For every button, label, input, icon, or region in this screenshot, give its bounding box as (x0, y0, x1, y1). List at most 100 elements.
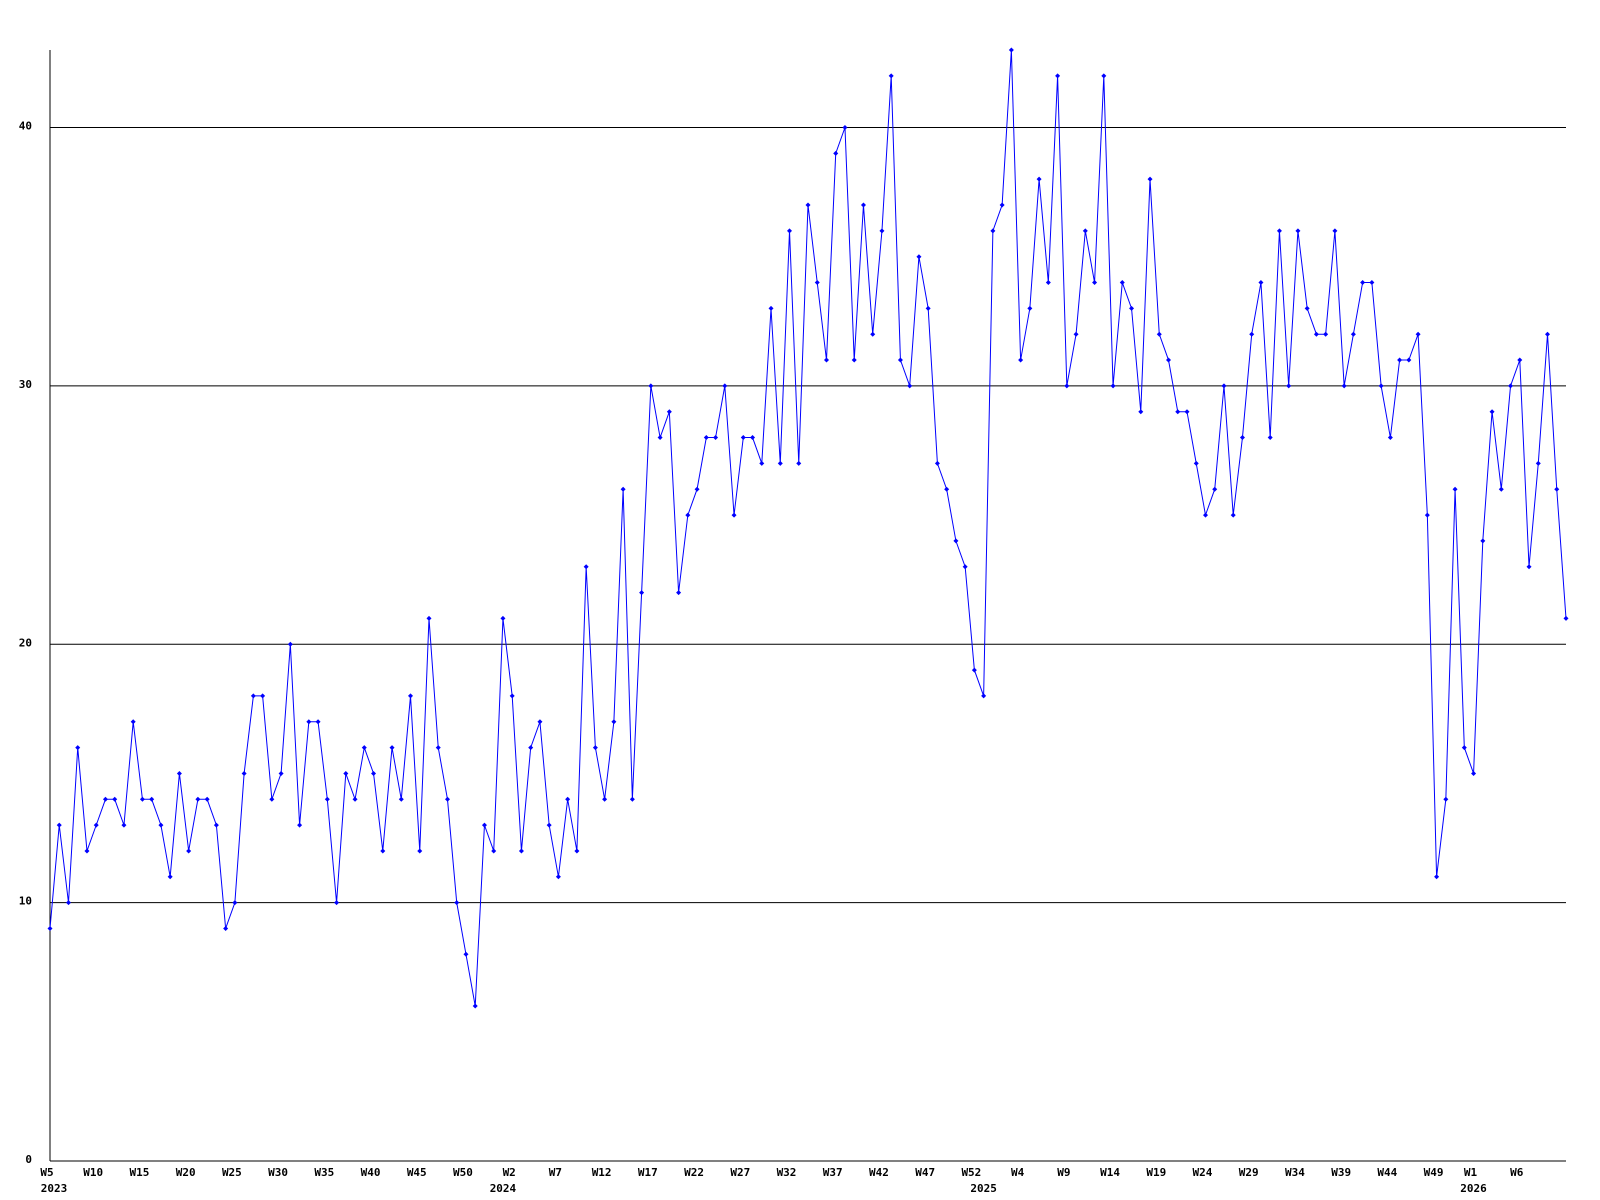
data-point (1276, 228, 1282, 234)
data-point (648, 383, 654, 389)
data-point (879, 228, 885, 234)
data-point (731, 512, 737, 518)
y-tick-label: 20 (19, 636, 32, 649)
data-point (1239, 435, 1245, 441)
data-point (546, 822, 552, 828)
data-point (1341, 383, 1347, 389)
data-point (722, 383, 728, 389)
data-point (417, 848, 423, 854)
data-point (1554, 486, 1560, 492)
data-point (944, 486, 950, 492)
data-point (371, 770, 377, 776)
x-tick-label: W1 (1464, 1166, 1478, 1179)
data-point (297, 822, 303, 828)
data-point (1535, 460, 1541, 466)
x-tick-label: W49 (1424, 1166, 1444, 1179)
data-point (444, 796, 450, 802)
x-tick-label: W7 (549, 1166, 562, 1179)
data-point (1508, 383, 1514, 389)
data-point (1517, 357, 1523, 363)
data-point (971, 667, 977, 673)
x-tick-label: W14 (1100, 1166, 1120, 1179)
data-point (176, 770, 182, 776)
x-tick-label: W27 (730, 1166, 750, 1179)
data-point (1286, 383, 1292, 389)
x-tick-label: W5 (40, 1166, 53, 1179)
data-point (324, 796, 330, 802)
data-point (750, 435, 756, 441)
data-point (999, 202, 1005, 208)
data-point (981, 693, 987, 699)
data-point (1480, 538, 1486, 544)
data-point (1350, 331, 1356, 337)
data-point (518, 848, 524, 854)
data-point (472, 1003, 478, 1009)
data-point (500, 615, 506, 621)
x-tick-label: W52 (961, 1166, 981, 1179)
data-point (1202, 512, 1208, 518)
x-tick-label: W22 (684, 1166, 704, 1179)
data-point (186, 848, 192, 854)
data-point (1489, 409, 1495, 415)
data-point (574, 848, 580, 854)
data-point (990, 228, 996, 234)
data-point (1018, 357, 1024, 363)
data-point (1526, 564, 1532, 570)
data-point (398, 796, 404, 802)
data-point (860, 202, 866, 208)
data-point (315, 719, 321, 725)
data-point (583, 564, 589, 570)
data-point (657, 435, 663, 441)
x-tick-label: W40 (361, 1166, 381, 1179)
data-point (565, 796, 571, 802)
data-point (768, 305, 774, 311)
data-point (112, 796, 118, 802)
data-point (639, 590, 645, 596)
data-point (380, 848, 386, 854)
data-point (685, 512, 691, 518)
data-point (93, 822, 99, 828)
data-point (1295, 228, 1301, 234)
x-tick-label: W44 (1377, 1166, 1397, 1179)
data-point (823, 357, 829, 363)
data-point (352, 796, 358, 802)
data-point (528, 745, 534, 751)
data-point (925, 305, 931, 311)
x-tick-label: W42 (869, 1166, 889, 1179)
data-point (426, 615, 432, 621)
data-point (361, 745, 367, 751)
data-point (1415, 331, 1421, 337)
data-point (1045, 280, 1051, 286)
data-point (1434, 874, 1440, 880)
data-point (777, 460, 783, 466)
data-point (1064, 383, 1070, 389)
y-tick-label: 40 (19, 120, 32, 133)
data-point (1424, 512, 1430, 518)
data-point (1378, 383, 1384, 389)
data-point (306, 719, 312, 725)
data-point (1397, 357, 1403, 363)
data-point (56, 822, 62, 828)
data-point (1055, 73, 1061, 79)
data-point (408, 693, 414, 699)
y-tick-label: 30 (19, 378, 32, 391)
data-point (1304, 305, 1310, 311)
data-point (1258, 280, 1264, 286)
x-tick-label: W47 (915, 1166, 935, 1179)
x-year-label: 2026 (1460, 1182, 1487, 1195)
data-point (223, 925, 229, 931)
x-tick-label: W29 (1239, 1166, 1259, 1179)
data-point (1387, 435, 1393, 441)
data-line (49, 49, 1567, 1007)
y-tick-label: 10 (19, 895, 32, 908)
x-tick-label: W25 (222, 1166, 242, 1179)
data-point (1101, 73, 1107, 79)
data-point (1027, 305, 1033, 311)
data-point (1129, 305, 1135, 311)
data-point (84, 848, 90, 854)
data-point (1369, 280, 1375, 286)
data-point (1230, 512, 1236, 518)
data-point (1406, 357, 1412, 363)
data-point (1313, 331, 1319, 337)
data-point (833, 150, 839, 156)
